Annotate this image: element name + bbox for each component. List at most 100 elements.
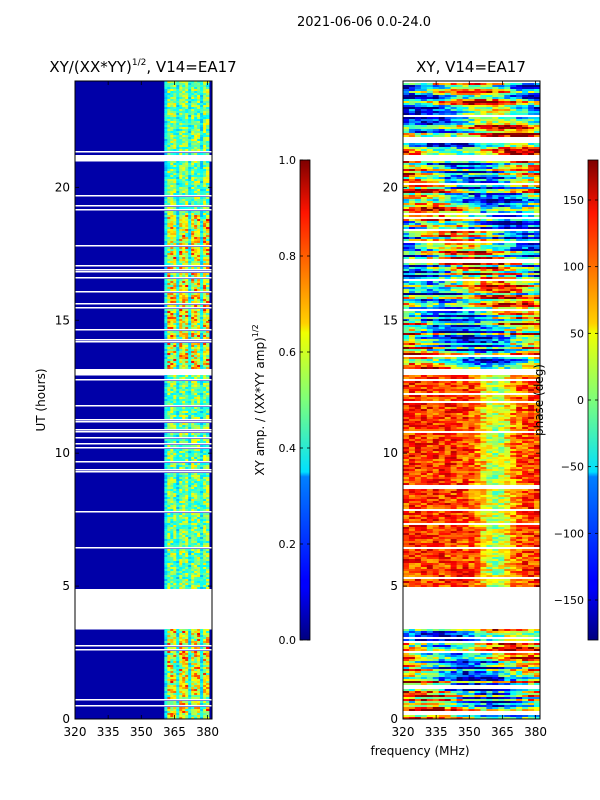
heatmap-cell (167, 529, 171, 532)
heatmap-cell (450, 163, 458, 166)
heatmap-cell (438, 149, 446, 152)
heatmap-cell (164, 393, 168, 396)
heatmap-cell (167, 413, 171, 416)
heatmap-cell (203, 251, 207, 254)
heatmap-cell (191, 149, 195, 152)
heatmap-cell (164, 327, 168, 330)
heatmap-cell (528, 101, 535, 104)
heatmap-cell (516, 143, 523, 146)
heatmap-cell (185, 263, 189, 266)
heatmap-cell (206, 553, 210, 556)
heatmap-cell (408, 127, 416, 130)
heatmap-cell (185, 659, 189, 662)
heatmap-cell (173, 143, 177, 146)
heatmap-cell (188, 227, 192, 230)
heatmap-cell (185, 103, 189, 106)
heatmap-cell (182, 527, 186, 530)
heatmap-cell (200, 503, 204, 506)
heatmap-cell (173, 691, 177, 694)
heatmap-cell (206, 497, 210, 500)
heatmap-cell (203, 527, 207, 530)
heatmap-cell (203, 305, 207, 308)
heatmap-cell (206, 411, 210, 414)
heatmap-cell (197, 229, 201, 232)
heatmap-cell (492, 95, 499, 98)
heatmap-cell (438, 89, 446, 92)
heatmap-cell (164, 523, 168, 526)
heatmap-cell (203, 567, 207, 570)
heatmap-cell (167, 165, 171, 168)
heatmap-cell (206, 185, 210, 188)
heatmap-cell (191, 319, 195, 322)
heatmap-cell (185, 439, 189, 442)
heatmap-cell (403, 129, 410, 132)
heatmap-cell (191, 299, 195, 302)
heatmap-cell (206, 147, 210, 150)
heatmap-cell (191, 177, 195, 180)
heatmap-cell (203, 659, 207, 662)
heatmap-cell (185, 215, 189, 218)
heatmap-cell (426, 107, 434, 110)
heatmap-cell (516, 85, 523, 88)
heatmap-cell (200, 555, 204, 558)
heatmap-cell (438, 101, 446, 104)
heatmap-cell (173, 267, 177, 270)
heatmap-cell (164, 527, 168, 530)
heatmap-cell (188, 167, 192, 170)
heatmap-cell (176, 367, 180, 370)
heatmap-cell (170, 395, 174, 398)
heatmap-cell (206, 513, 210, 516)
heatmap-cell (528, 89, 535, 92)
heatmap-cell (182, 451, 186, 454)
heatmap-cell (167, 301, 171, 304)
heatmap-cell (194, 93, 198, 96)
heatmap-cell (480, 123, 487, 126)
heatmap-cell (516, 109, 523, 112)
heatmap-cell (185, 361, 189, 364)
heatmap-cell (498, 177, 505, 180)
heatmap-cell (200, 315, 204, 318)
heatmap-cell (191, 579, 195, 582)
heatmap-cell (504, 123, 511, 126)
heatmap-cell (176, 687, 180, 690)
heatmap-cell (203, 581, 207, 584)
heatmap-cell (167, 181, 171, 184)
heatmap-cell (450, 175, 458, 178)
heatmap-cell (182, 509, 186, 512)
heatmap-cell (408, 169, 416, 172)
heatmap-cell (191, 681, 195, 684)
heatmap-cell (164, 347, 168, 350)
heatmap-cell (176, 487, 180, 490)
heatmap-cell (194, 579, 198, 582)
heatmap-cell (173, 127, 177, 130)
heatmap-cell (200, 413, 204, 416)
heatmap-cell (170, 485, 174, 488)
heatmap-cell (176, 175, 180, 178)
heatmap-cell (185, 515, 189, 518)
heatmap-cell (182, 643, 186, 646)
heatmap-cell (170, 99, 174, 102)
heatmap-cell (188, 703, 192, 706)
heatmap-cell (468, 147, 475, 150)
heatmap-cell (206, 475, 210, 478)
heatmap-cell (200, 473, 204, 476)
heatmap-cell (185, 573, 189, 576)
heatmap-cell (179, 491, 183, 494)
heatmap-cell (200, 661, 204, 664)
heatmap-cell (185, 631, 189, 634)
heatmap-cell (173, 717, 177, 719)
heatmap-cell (200, 505, 204, 508)
heatmap-cell (182, 229, 186, 232)
heatmap-cell (185, 629, 189, 632)
heatmap-cell (206, 439, 210, 442)
heatmap-cell (468, 167, 475, 170)
heatmap-cell (179, 539, 183, 542)
heatmap-cell (170, 297, 174, 300)
heatmap-cell (179, 477, 183, 480)
heatmap-cell (408, 161, 416, 164)
heatmap-cell (498, 125, 505, 128)
heatmap-cell (179, 263, 183, 266)
heatmap-cell (179, 85, 183, 88)
heatmap-cell (438, 105, 446, 108)
heatmap-cell (197, 501, 201, 504)
